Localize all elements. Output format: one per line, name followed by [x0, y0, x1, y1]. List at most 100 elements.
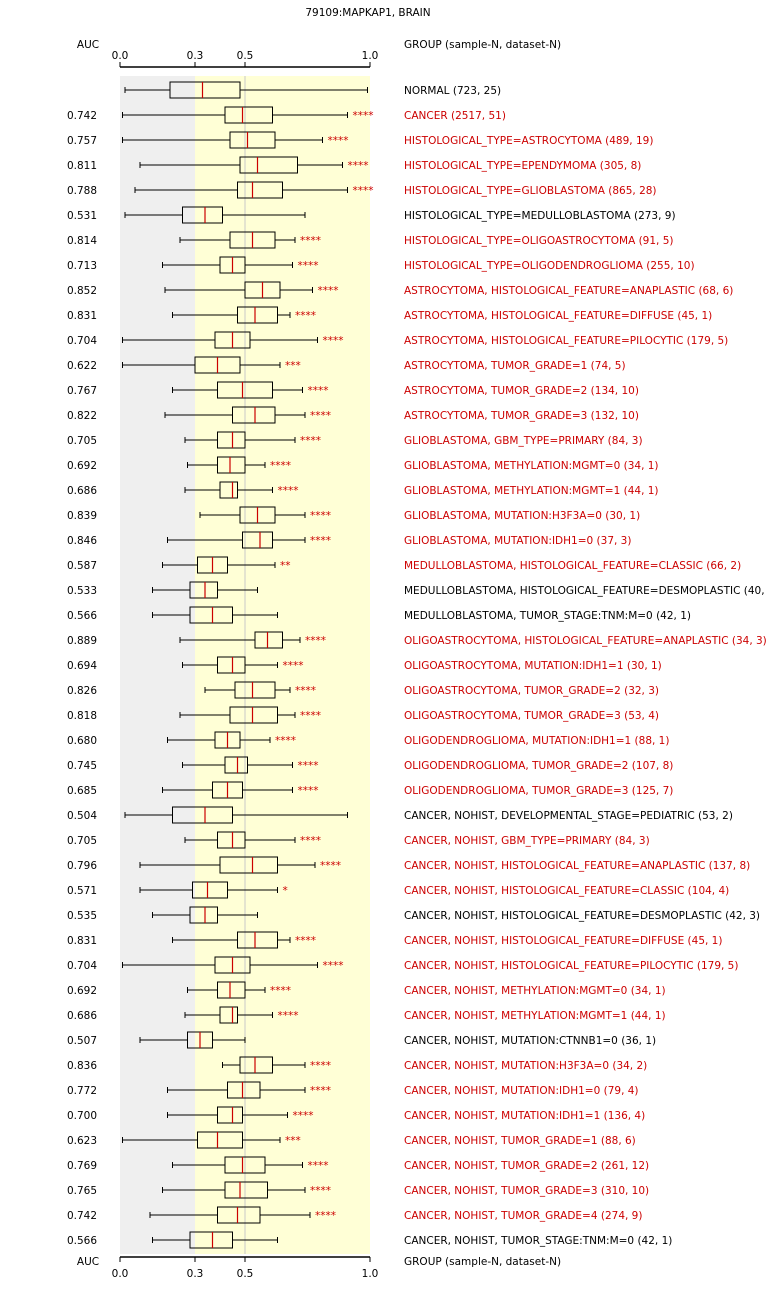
tick-label: 1.0	[362, 50, 379, 62]
auc-value: 0.826	[67, 685, 97, 697]
box-row: 0.507 CANCER, NOHIST, MUTATION:CTNNB1=0 (…	[67, 1031, 656, 1049]
box	[217, 1106, 243, 1124]
group-label: OLIGODENDROGLIOMA, TUMOR_GRADE=2 (107, 8…	[404, 760, 673, 772]
box	[224, 756, 248, 774]
group-header-bottom: GROUP (sample-N, dataset-N)	[404, 1256, 561, 1268]
group-label: CANCER, NOHIST, MUTATION:H3F3A=0 (34, 2)	[404, 1060, 647, 1072]
group-label: NORMAL (723, 25)	[404, 85, 501, 97]
significance-stars: ***	[285, 1135, 301, 1147]
significance-stars: ****	[353, 185, 374, 197]
box-row: 0.623 *** CANCER, NOHIST, TUMOR_GRADE=1 (8…	[67, 1131, 636, 1149]
group-label: OLIGODENDROGLIOMA, TUMOR_GRADE=3 (125, 7…	[404, 785, 673, 797]
auc-value: 0.622	[67, 360, 97, 372]
group-label: CANCER, NOHIST, MUTATION:IDH1=0 (79, 4)	[404, 1085, 639, 1097]
group-label: CANCER (2517, 51)	[404, 110, 506, 122]
box-row: 0.686 **** CANCER, NOHIST, METHYLATION:MGM…	[67, 1006, 666, 1024]
group-label: OLIGOASTROCYTOMA, MUTATION:IDH1=1 (30, 1…	[404, 660, 662, 672]
significance-stars: ****	[310, 510, 331, 522]
auc-value: 0.700	[67, 1110, 97, 1122]
group-label: HISTOLOGICAL_TYPE=ASTROCYTOMA (489, 19)	[404, 135, 653, 147]
significance-stars: ****	[310, 410, 331, 422]
group-label: CANCER, NOHIST, HISTOLOGICAL_FEATURE=ANA…	[404, 860, 750, 872]
group-label: ASTROCYTOMA, HISTOLOGICAL_FEATURE=DIFFUS…	[404, 310, 712, 322]
auc-value: 0.796	[67, 860, 97, 872]
significance-stars: ****	[323, 960, 344, 972]
significance-stars: ****	[270, 985, 291, 997]
group-label: CANCER, NOHIST, HISTOLOGICAL_FEATURE=DIF…	[404, 935, 722, 947]
box	[197, 1131, 243, 1149]
auc-value: 0.504	[67, 810, 97, 822]
significance-stars: ****	[278, 1010, 299, 1022]
box-row: 0.765 **** CANCER, NOHIST, TUMOR_GRADE=3 (…	[67, 1181, 649, 1199]
auc-value: 0.769	[67, 1160, 97, 1172]
tick-label: 0.0	[112, 50, 129, 62]
box-row: 0.742 **** CANCER, NOHIST, TUMOR_GRADE=4 (…	[67, 1206, 642, 1224]
significance-stars: ****	[283, 660, 304, 672]
tick-label: 0.3	[187, 50, 204, 62]
group-label: OLIGOASTROCYTOMA, TUMOR_GRADE=2 (32, 3)	[404, 685, 659, 697]
box-row: 0.839 **** GLIOBLASTOMA, MUTATION:H3F3A=0 …	[67, 506, 640, 524]
auc-value: 0.757	[67, 135, 97, 147]
auc-value: 0.767	[67, 385, 97, 397]
significance-stars: ****	[298, 785, 319, 797]
significance-stars: ****	[300, 435, 321, 447]
significance-stars: ****	[310, 1185, 331, 1197]
significance-stars: ****	[310, 535, 331, 547]
box	[189, 606, 233, 624]
box-row: 0.831 **** ASTROCYTOMA, HISTOLOGICAL_FEATU…	[67, 306, 712, 324]
box-row: 0.566 CANCER, NOHIST, TUMOR_STAGE:TNM:M=0…	[67, 1231, 672, 1249]
auc-value: 0.623	[67, 1135, 97, 1147]
box	[229, 706, 278, 724]
box-row: 0.692 **** GLIOBLASTOMA, METHYLATION:MGMT=…	[67, 456, 659, 474]
group-label: CANCER, NOHIST, HISTOLOGICAL_FEATURE=CLA…	[404, 885, 729, 897]
auc-value: 0.686	[67, 1010, 97, 1022]
box	[239, 1056, 273, 1074]
box	[219, 481, 238, 499]
box-row: 0.535 CANCER, NOHIST, HISTOLOGICAL_FEATUR…	[67, 906, 760, 924]
group-label: CANCER, NOHIST, TUMOR_GRADE=4 (274, 9)	[404, 1210, 642, 1222]
box	[224, 1156, 266, 1174]
group-label: HISTOLOGICAL_TYPE=GLIOBLASTOMA (865, 28)	[404, 185, 657, 197]
auc-value: 0.818	[67, 710, 97, 722]
group-label: GLIOBLASTOMA, MUTATION:IDH1=0 (37, 3)	[404, 535, 631, 547]
significance-stars: ****	[310, 1085, 331, 1097]
significance-stars: ****	[315, 1210, 336, 1222]
box-row: 0.846 **** GLIOBLASTOMA, MUTATION:IDH1=0 (…	[67, 531, 631, 549]
group-label: HISTOLOGICAL_TYPE=EPENDYMOMA (305, 8)	[404, 160, 641, 172]
significance-stars: ****	[320, 860, 341, 872]
auc-value: 0.704	[67, 335, 97, 347]
box	[217, 981, 246, 999]
x-axis-bottom: 0.0 0.3 0.5 1.0	[112, 1256, 378, 1280]
auc-value: 0.531	[67, 210, 97, 222]
box	[217, 381, 273, 399]
auc-value: 0.566	[67, 1235, 97, 1247]
box-row: 0.826 **** OLIGOASTROCYTOMA, TUMOR_GRADE=2…	[67, 681, 659, 699]
significance-stars: ****	[308, 1160, 329, 1172]
group-label: CANCER, NOHIST, TUMOR_GRADE=3 (310, 10)	[404, 1185, 649, 1197]
box-row: 0.705 **** CANCER, NOHIST, GBM_TYPE=PRIMAR…	[67, 831, 650, 849]
significance-stars: ****	[295, 310, 316, 322]
auc-value: 0.713	[67, 260, 97, 272]
group-label: CANCER, NOHIST, HISTOLOGICAL_FEATURE=PIL…	[404, 960, 738, 972]
box-row: 0.531 HISTOLOGICAL_TYPE=MEDULLOBLASTOMA (…	[67, 206, 676, 224]
box	[189, 906, 218, 924]
box	[217, 1206, 261, 1224]
box-row: 0.818 **** OLIGOASTROCYTOMA, TUMOR_GRADE=3…	[67, 706, 659, 724]
rows: NORMAL (723, 25) 0.742 **** CANCER (2517, 5…	[67, 81, 766, 1249]
auc-value: 0.831	[67, 310, 97, 322]
box	[239, 156, 298, 174]
significance-stars: ****	[318, 285, 339, 297]
box-row: 0.889 **** OLIGOASTROCYTOMA, HISTOLOGICAL_…	[67, 631, 766, 649]
x-axis-top: 0.0 0.3 0.5 1.0	[112, 50, 379, 68]
box-row: 0.788 **** HISTOLOGICAL_TYPE=GLIOBLASTOMA …	[67, 181, 657, 199]
auc-header-top: AUC	[77, 39, 99, 51]
auc-value: 0.742	[67, 1210, 97, 1222]
group-label: CANCER, NOHIST, MUTATION:CTNNB1=0 (36, 1…	[404, 1035, 656, 1047]
significance-stars: ****	[270, 460, 291, 472]
group-label: CANCER, NOHIST, TUMOR_GRADE=2 (261, 12)	[404, 1160, 649, 1172]
box	[237, 306, 278, 324]
box	[237, 931, 278, 949]
box-row: 0.713 **** HISTOLOGICAL_TYPE=OLIGODENDROGL…	[67, 256, 695, 274]
auc-value: 0.533	[67, 585, 97, 597]
box-row: 0.705 **** GLIOBLASTOMA, GBM_TYPE=PRIMARY …	[67, 431, 643, 449]
